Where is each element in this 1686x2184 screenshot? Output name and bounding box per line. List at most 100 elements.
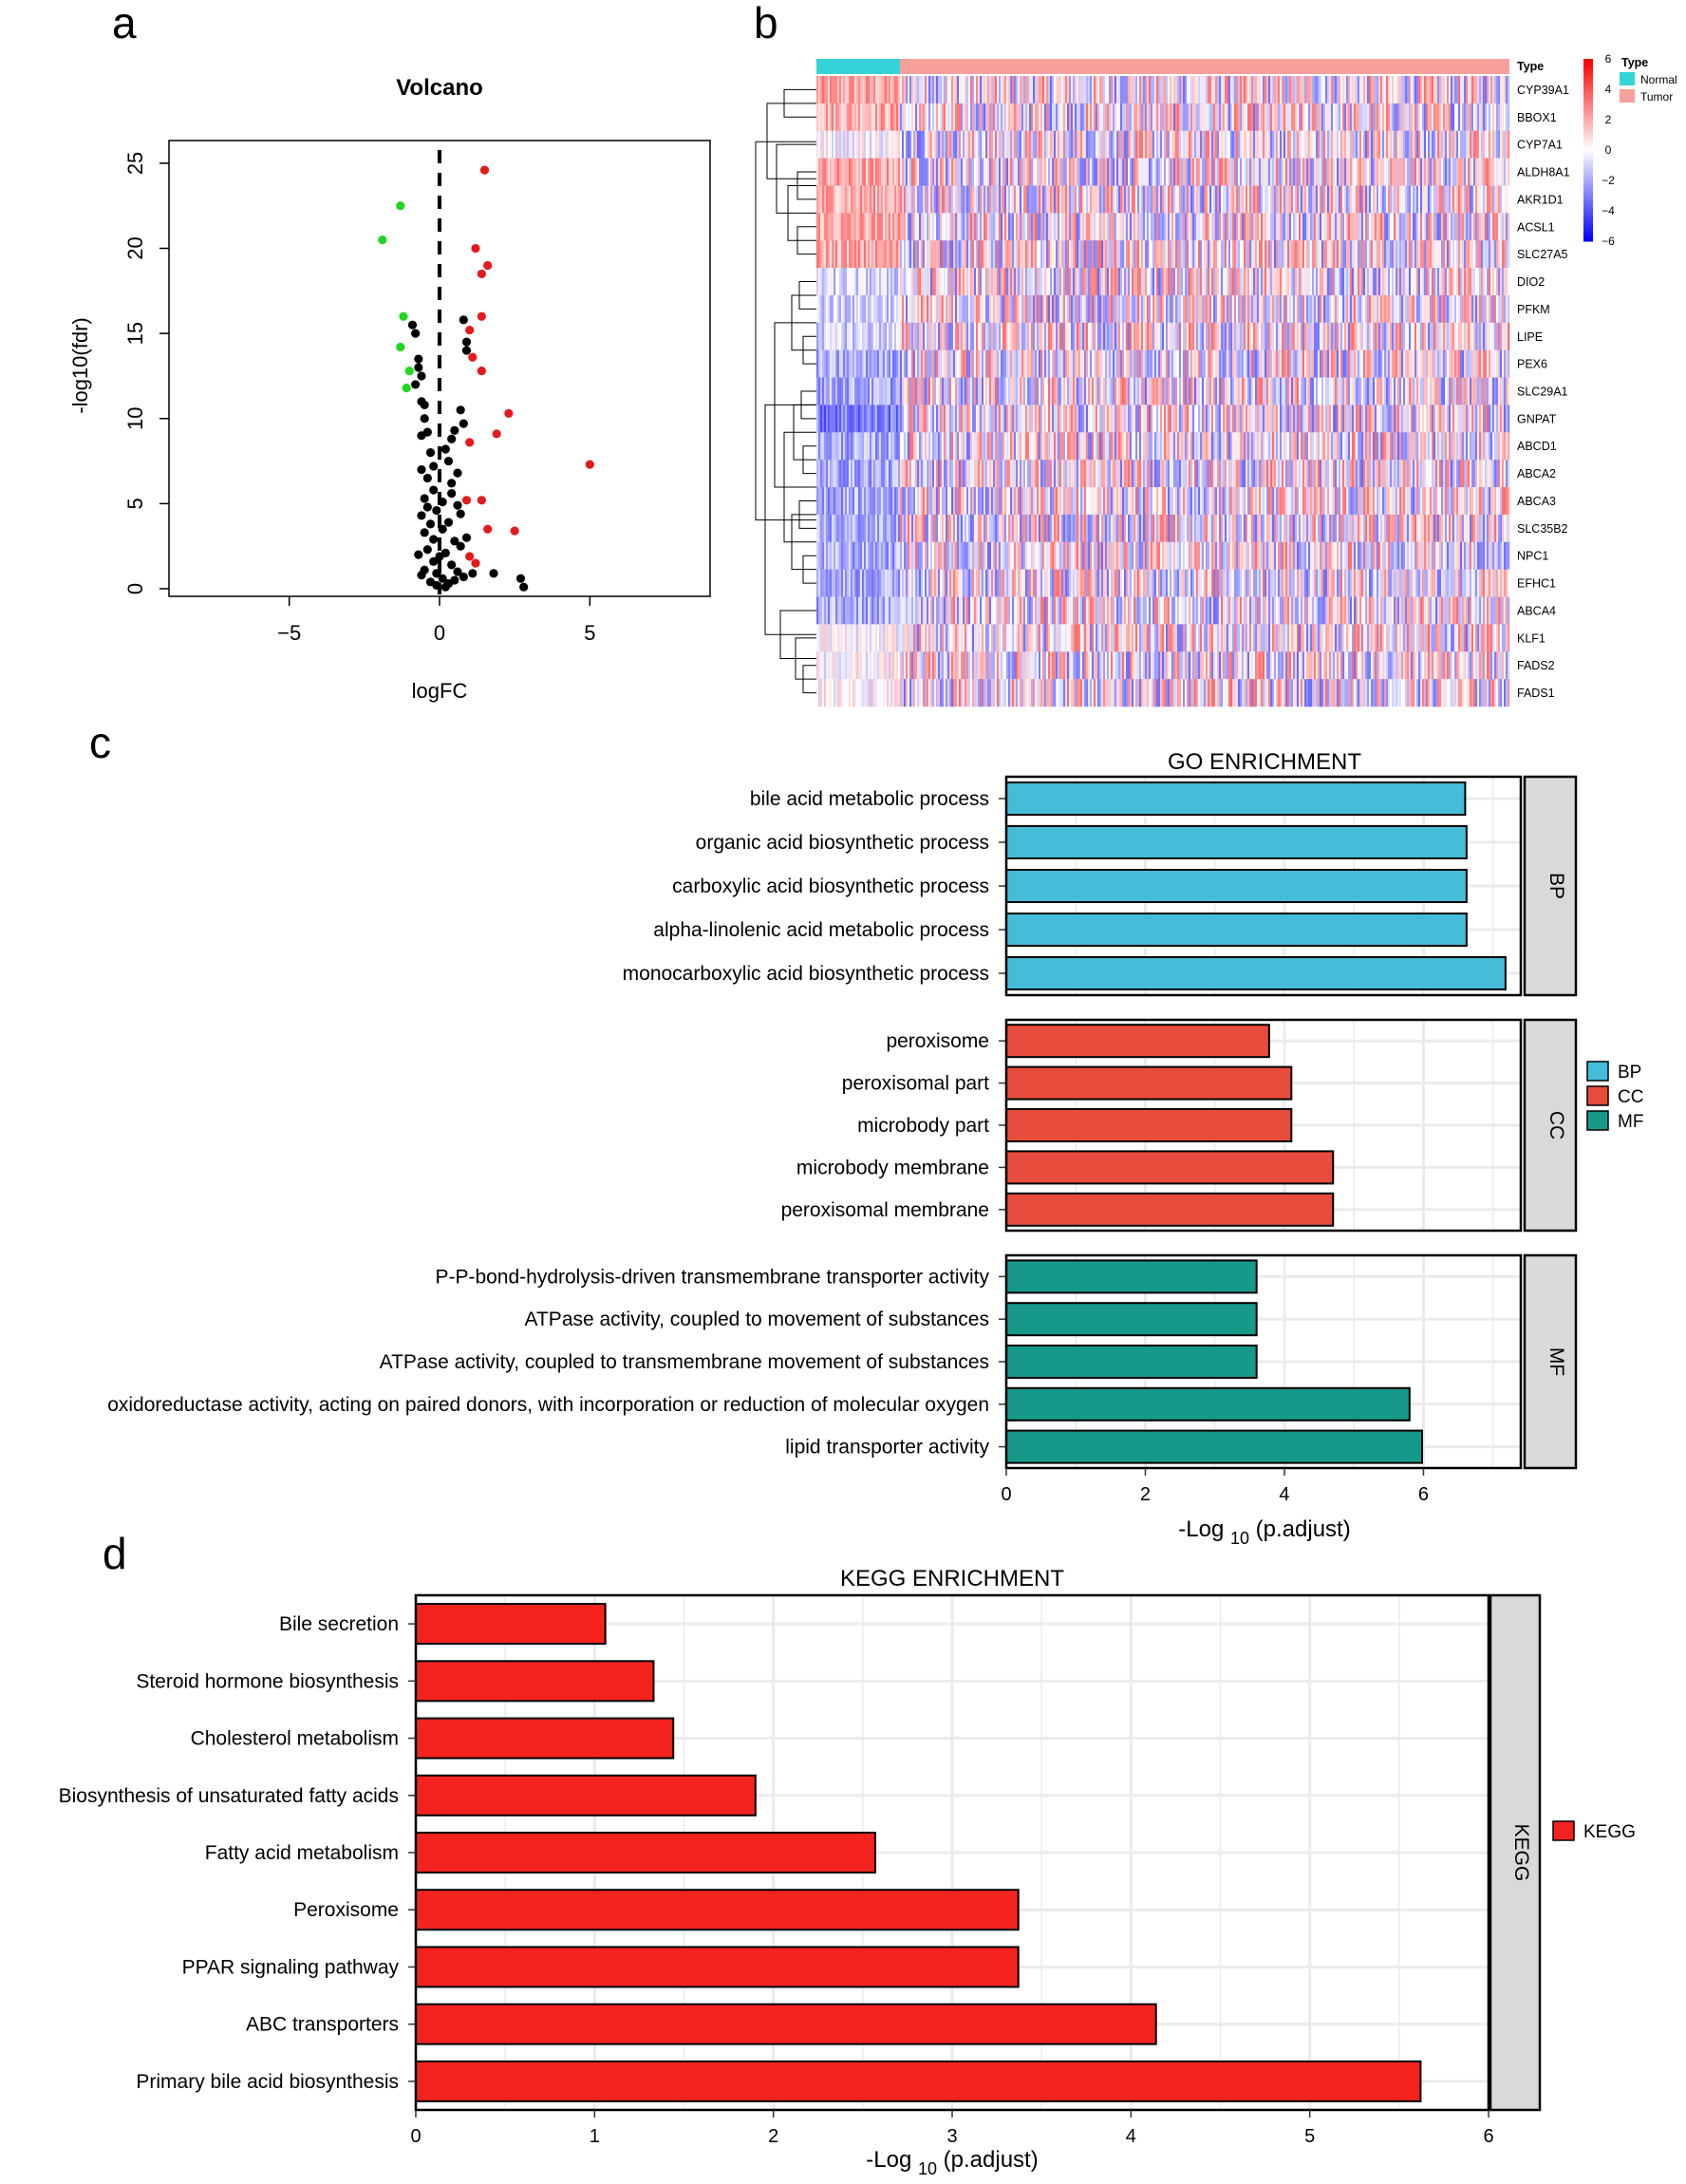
heatmap-cell [1263,76,1265,104]
heatmap-cell [1266,130,1269,159]
heatmap-cell [1063,268,1066,296]
heatmap-cell [974,213,977,241]
heatmap-cell [1449,377,1452,405]
heatmap-cell [1168,268,1171,296]
heatmap-cell [1240,322,1243,350]
heatmap-cell [1187,185,1190,214]
heatmap-cell [1255,185,1258,214]
heatmap-cell [1242,103,1245,132]
heatmap-cell [1489,240,1491,269]
heatmap-cell [1418,268,1421,296]
heatmap-cell [885,130,888,159]
heatmap-cell [898,294,901,324]
heatmap-cell [1061,158,1064,186]
heatmap-cell [1405,405,1408,433]
heatmap-cell [1234,185,1237,214]
heatmap-cell [1380,322,1383,350]
heatmap-cell [894,322,897,350]
heatmap-cell [1246,158,1248,186]
heatmap-cell [1120,130,1123,159]
heatmap-cell [997,377,1000,405]
heatmap-cell [978,294,981,324]
heatmap-cell [1504,185,1507,214]
heatmap-cell [938,268,941,296]
heatmap-cell [1115,349,1117,378]
heatmap-cell [1466,185,1469,214]
heatmap-cell [1420,268,1423,296]
heatmap-cell [1126,268,1129,296]
heatmap-cell [1502,377,1505,405]
heatmap-cell [890,130,893,159]
heatmap-cell [1329,185,1332,214]
heatmap-cell [1166,349,1169,378]
heatmap-cell [1078,130,1081,159]
heatmap-cell [1333,349,1336,378]
heatmap-cell [824,240,827,269]
heatmap-cell [849,158,852,186]
heatmap-cell [1291,103,1294,132]
heatmap-cell [858,240,861,269]
heatmap-cell [980,76,983,104]
heatmap-cell [1331,349,1334,378]
heatmap-cell [1179,294,1182,324]
volcano-point-down [404,366,414,376]
heatmap-cell [1329,103,1332,132]
heatmap-cell [830,76,833,104]
heatmap-cell [1394,185,1396,214]
heatmap-cell [1504,213,1507,241]
heatmap-cell [997,158,1000,186]
heatmap-cell [1377,213,1379,241]
heatmap-cell [1002,240,1005,269]
heatmap-cell [1489,103,1491,132]
heatmap-cell [1299,103,1302,132]
heatmap-cell [955,158,958,186]
heatmap-cell [1113,76,1115,104]
heatmap-cell [1077,349,1079,378]
heatmap-cell [925,432,927,461]
heatmap-cell [1500,76,1503,104]
heatmap-cell [1133,158,1136,186]
heatmap-cell [982,349,984,378]
heatmap-cell [1340,405,1343,433]
heatmap-cell [1219,349,1222,378]
heatmap-cell [908,377,910,405]
heatmap-cell [1492,294,1495,324]
heatmap-cell [1331,268,1334,296]
heatmap-cell [1411,377,1414,405]
heatmap-cell [927,158,929,186]
heatmap-cell [1302,322,1305,350]
heatmap-cell [1263,377,1265,405]
heatmap-cell [1086,322,1089,350]
heatmap-cell [1388,185,1391,214]
volcano-x-tick-label: 0 [434,621,445,645]
heatmap-cell [1337,185,1339,214]
heatmap-cell [1282,349,1284,378]
heatmap-cell [1508,377,1510,405]
heatmap-cell [864,130,867,159]
heatmap-cell [1331,322,1334,350]
heatmap-cell [1454,294,1457,324]
heatmap-cell [1435,185,1438,214]
heatmap-cell [1498,240,1501,269]
heatmap-cell [1477,268,1480,296]
heatmap-cell [936,158,939,186]
heatmap-cell [892,213,895,241]
heatmap-cell [1369,322,1372,350]
heatmap-cell [953,322,956,350]
heatmap-cell [1386,130,1389,159]
heatmap-cell [1031,158,1034,186]
heatmap-cell [1259,294,1262,324]
heatmap-cell [1475,76,1478,104]
heatmap-cell [1236,268,1239,296]
heatmap-cell [1219,158,1222,186]
heatmap-cell [881,185,884,214]
heatmap-cell [856,213,859,241]
heatmap-cell [1316,268,1319,296]
heatmap-cell [1056,185,1058,214]
heatmap-cell [1257,76,1260,104]
heatmap-cell [1135,268,1138,296]
heatmap-cell [1084,130,1087,159]
heatmap-cell [1137,185,1140,214]
heatmap-cell [1502,76,1505,104]
heatmap-cell [1187,377,1190,405]
